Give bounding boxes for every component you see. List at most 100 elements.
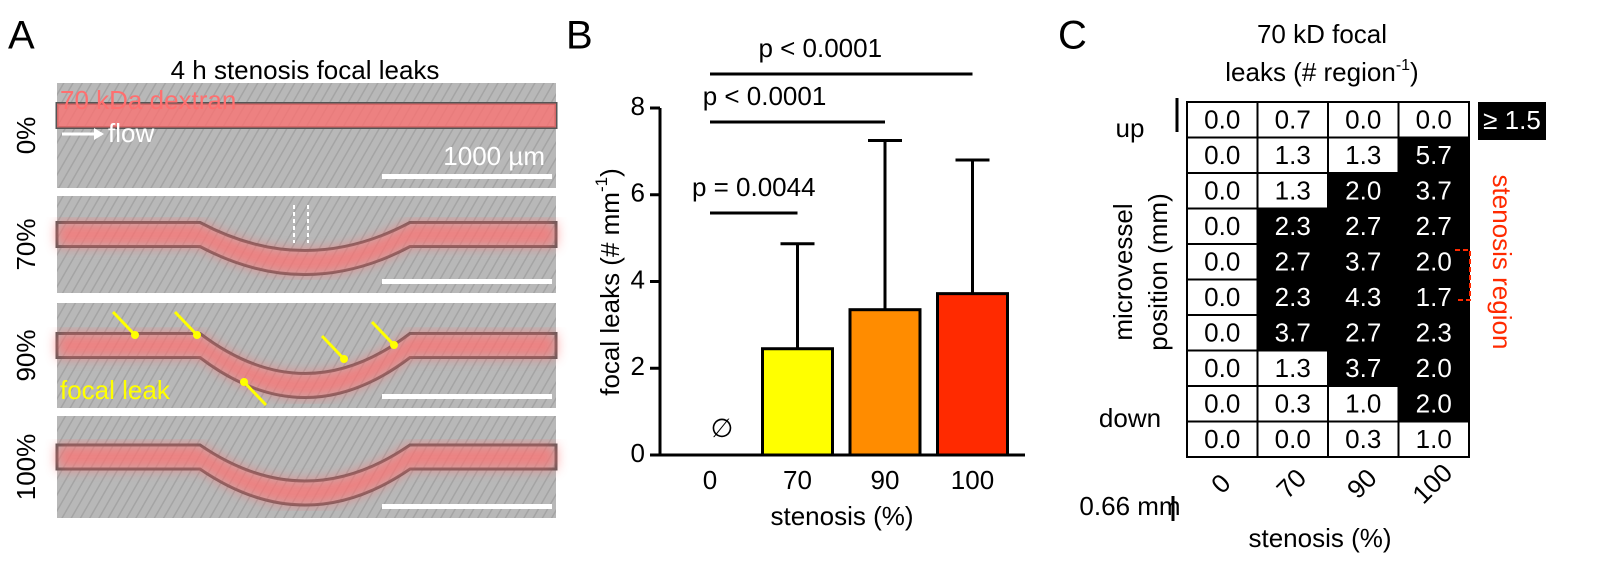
title: 70 kD focal bbox=[1257, 19, 1387, 49]
leak-arrow bbox=[242, 380, 268, 407]
cell-label: 2.7 bbox=[1345, 211, 1381, 241]
cell-label: 0.0 bbox=[1204, 388, 1240, 418]
heatmap-cell bbox=[1186, 278, 1259, 316]
cell-label: 0.3 bbox=[1345, 424, 1381, 454]
cell-label: 2.0 bbox=[1416, 388, 1452, 418]
x-tick-label: 0 bbox=[1205, 468, 1236, 499]
leak-arrow bbox=[320, 334, 346, 361]
y-axis-label: position (mm) bbox=[1143, 193, 1173, 350]
flow-arrowhead bbox=[94, 128, 104, 140]
region-bracket bbox=[1455, 249, 1471, 301]
heatmap-cell bbox=[1327, 243, 1400, 281]
cell-label: 2.3 bbox=[1275, 211, 1311, 241]
dextran bbox=[57, 445, 556, 505]
heatmap-cell bbox=[1186, 207, 1259, 245]
x-axis-label: stenosis (%) bbox=[1248, 523, 1391, 553]
heatmap-cell bbox=[1186, 420, 1259, 458]
bar bbox=[936, 292, 1009, 457]
leak-arrowhead bbox=[193, 331, 201, 339]
cell-label: 2.3 bbox=[1275, 282, 1311, 312]
superscript: -1 bbox=[592, 177, 611, 192]
cell-label: 3.7 bbox=[1416, 175, 1452, 205]
x-tick-label: 70 bbox=[1270, 463, 1312, 505]
cell-label: 2.7 bbox=[1416, 211, 1452, 241]
p-value: p < 0.0001 bbox=[703, 81, 827, 111]
cell-label: 5.7 bbox=[1416, 140, 1452, 170]
heatmap-cell bbox=[1186, 243, 1259, 281]
y-tick-label: 4 bbox=[631, 264, 645, 294]
panel-letter: A bbox=[8, 14, 35, 58]
panel-title: 4 h stenosis focal leaks bbox=[171, 55, 440, 85]
x-tick-label: 100 bbox=[1406, 458, 1458, 510]
top-label: up bbox=[1116, 113, 1145, 143]
cell-label: 3.7 bbox=[1345, 246, 1381, 276]
cell-label: 1.3 bbox=[1275, 140, 1311, 170]
p-value: p < 0.0001 bbox=[758, 33, 882, 63]
bottom-label: down bbox=[1099, 403, 1161, 433]
row-label: 70% bbox=[11, 218, 41, 270]
dextran bbox=[57, 222, 556, 275]
cell-label: 0.0 bbox=[1275, 424, 1311, 454]
cell-label: 2.7 bbox=[1345, 317, 1381, 347]
title-part: ) bbox=[1410, 57, 1419, 87]
cell-label: 0.3 bbox=[1275, 388, 1311, 418]
x-tick-label: 0 bbox=[703, 465, 717, 495]
cell-label: 3.7 bbox=[1345, 353, 1381, 383]
heatmap-cell bbox=[1327, 136, 1400, 174]
x-axis-label: stenosis (%) bbox=[770, 501, 913, 531]
panel-letter: C bbox=[1058, 14, 1087, 58]
y-tick-label: 0 bbox=[631, 438, 645, 468]
cell-label: 0.0 bbox=[1204, 211, 1240, 241]
cell-label: 1.3 bbox=[1275, 175, 1311, 205]
micrograph bbox=[57, 83, 556, 188]
scale-label: 1000 µm bbox=[443, 141, 545, 171]
heatmap-cell bbox=[1256, 420, 1329, 458]
panel-b: B 0 2 4 6 8 0 70 90 100 ∅ p = 0.0044 p < 0.0001 p < 0… bbox=[566, 14, 1025, 531]
dye-label: 70 kDa dextran bbox=[60, 85, 236, 115]
cell-label: 1.0 bbox=[1416, 424, 1452, 454]
x-tick-label: 90 bbox=[1341, 463, 1383, 505]
legend-label: ≥ 1.5 bbox=[1483, 105, 1541, 135]
title: leaks (# region-1) bbox=[1225, 57, 1418, 87]
row-label: 0% bbox=[11, 117, 41, 155]
cell-label: 2.7 bbox=[1275, 246, 1311, 276]
label: focal leaks (# mm-1) bbox=[592, 168, 625, 396]
bar bbox=[761, 347, 834, 457]
heatmap-cell bbox=[1256, 101, 1329, 139]
cell-label: 0.0 bbox=[1204, 140, 1240, 170]
leak-arrow bbox=[370, 320, 396, 347]
heatmap-cell bbox=[1397, 420, 1470, 458]
cell-label: 4.3 bbox=[1345, 282, 1381, 312]
heatmap-cell bbox=[1327, 420, 1400, 458]
x-tick-label: 100 bbox=[951, 465, 994, 495]
row-label: 90% bbox=[11, 329, 41, 381]
leak-arrowhead bbox=[131, 331, 139, 339]
heatmap-cell bbox=[1397, 101, 1470, 139]
bar bbox=[848, 308, 922, 457]
cell-label: 2.0 bbox=[1416, 353, 1452, 383]
cell-label: 1.0 bbox=[1345, 388, 1381, 418]
cell-label: 0.7 bbox=[1275, 104, 1311, 134]
row-label: 100% bbox=[11, 434, 41, 501]
cell-label: 0.0 bbox=[1204, 424, 1240, 454]
title-part: leaks (# region bbox=[1225, 57, 1396, 87]
scale-bar bbox=[382, 174, 552, 179]
scale-bar bbox=[382, 504, 552, 509]
empty-marker: ∅ bbox=[711, 413, 734, 443]
label-part: focal leaks (# mm bbox=[595, 192, 625, 396]
leak-arrowhead bbox=[390, 341, 398, 349]
panel-a: A 4 h stenosis focal leaks 0% 70% 90% 100% 7… bbox=[8, 14, 558, 518]
heatmap-cell bbox=[1327, 385, 1400, 423]
heatmap-cell bbox=[1186, 172, 1259, 210]
leak-arrow bbox=[173, 310, 199, 337]
cell-label: 1.7 bbox=[1416, 282, 1452, 312]
leak-arrowhead bbox=[340, 355, 348, 363]
region-label: stenosis region bbox=[1487, 175, 1517, 350]
p-value: p = 0.0044 bbox=[692, 172, 816, 202]
cell-label: 0.0 bbox=[1204, 282, 1240, 312]
cell-label: 1.3 bbox=[1345, 140, 1381, 170]
cell-label: 0.0 bbox=[1204, 317, 1240, 347]
heatmap-cell bbox=[1397, 172, 1470, 210]
y-tick-label: 8 bbox=[631, 91, 645, 121]
